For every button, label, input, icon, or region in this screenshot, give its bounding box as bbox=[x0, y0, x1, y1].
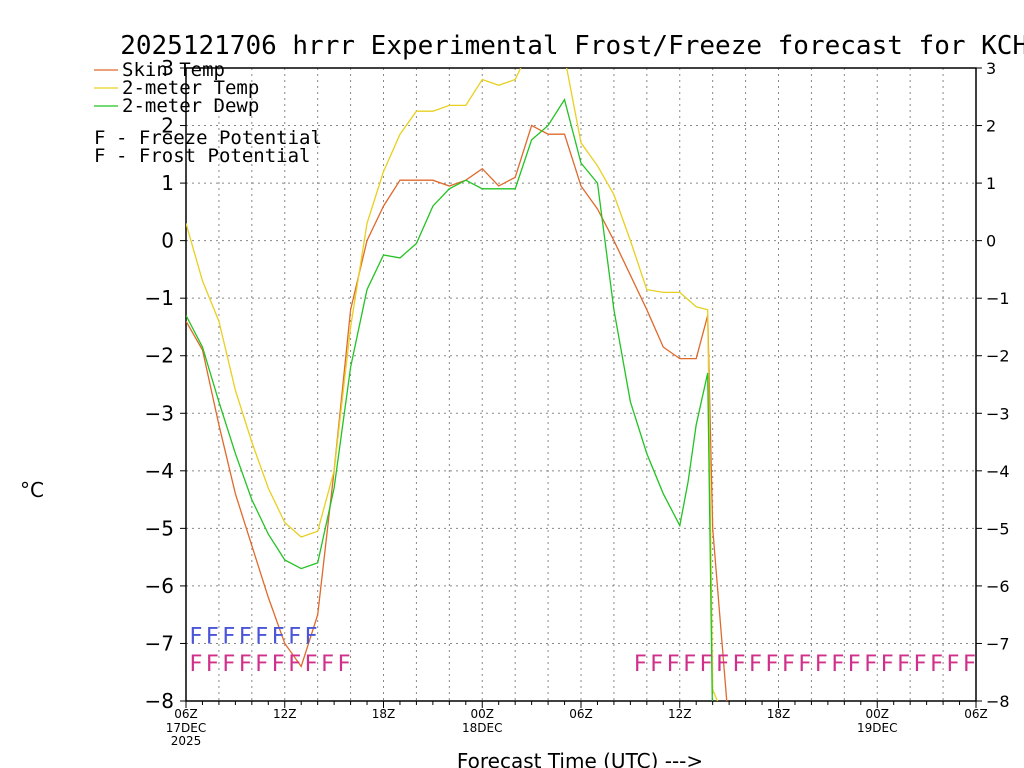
frost-marker: F bbox=[255, 624, 268, 649]
frost-marker: F bbox=[272, 624, 285, 649]
freeze-marker: F bbox=[683, 652, 696, 677]
freeze-marker: F bbox=[189, 652, 202, 677]
legend-marker-label: - Frost Potential bbox=[116, 145, 310, 167]
freeze-marker: F bbox=[650, 652, 663, 677]
freeze-marker: F bbox=[255, 652, 268, 677]
series-lines bbox=[186, 68, 728, 701]
frost-marker: F bbox=[189, 624, 202, 649]
x-tick-sublabel: 2025 bbox=[171, 734, 202, 748]
y-tick-label-right: 0 bbox=[986, 232, 996, 251]
freeze-marker: F bbox=[699, 652, 712, 677]
frost-marker: F bbox=[222, 624, 235, 649]
y-tick-label-right: −1 bbox=[986, 289, 1010, 308]
freeze-marker: F bbox=[272, 652, 285, 677]
y-tick-label-right: −4 bbox=[986, 462, 1010, 481]
y-axis-label: °C bbox=[20, 478, 44, 502]
freeze-marker: F bbox=[304, 652, 317, 677]
freeze-marker: F bbox=[815, 652, 828, 677]
y-tick-label-right: −2 bbox=[986, 347, 1010, 366]
y-tick-label: −1 bbox=[145, 286, 174, 310]
freeze-marker: F bbox=[337, 652, 350, 677]
frost-marker: F bbox=[288, 624, 301, 649]
frost-marker: F bbox=[239, 624, 252, 649]
y-axis-left: −8 −7 −6 −5 −4 −3 −2 −1 0 1 2 3 bbox=[145, 56, 186, 713]
chart-title: 2025121706 hrrr Experimental Frost/Freez… bbox=[120, 31, 1024, 61]
y-tick-label: −8 bbox=[145, 689, 174, 713]
legend-marker-symbol: F bbox=[94, 127, 105, 149]
x-tick-label: 06Z bbox=[174, 707, 198, 721]
y-tick-label: 3 bbox=[161, 56, 174, 80]
freeze-marker: F bbox=[667, 652, 680, 677]
freeze-marker: F bbox=[946, 652, 959, 677]
frost-marker: F bbox=[304, 624, 317, 649]
freeze-marker: F bbox=[239, 652, 252, 677]
x-tick-label: 12Z bbox=[668, 707, 692, 721]
series-2-meter-temp bbox=[186, 68, 719, 701]
y-tick-label: −3 bbox=[145, 401, 174, 425]
y-tick-label: 2 bbox=[161, 114, 174, 138]
y-tick-label: −6 bbox=[145, 574, 174, 598]
x-tick-label: 18Z bbox=[767, 707, 791, 721]
y-tick-label: 1 bbox=[161, 171, 174, 195]
y-tick-label: −2 bbox=[145, 344, 174, 368]
freeze-marker: F bbox=[880, 652, 893, 677]
y-tick-label-right: 2 bbox=[986, 117, 996, 136]
freeze-marker: F bbox=[930, 652, 943, 677]
freeze-marker: F bbox=[206, 652, 219, 677]
freeze-marker: F bbox=[765, 652, 778, 677]
freeze-marker: F bbox=[749, 652, 762, 677]
legend-marker-label: - Freeze Potential bbox=[116, 127, 322, 149]
y-tick-label: −4 bbox=[145, 459, 174, 483]
x-tick-label: 06Z bbox=[964, 707, 988, 721]
legend-label: 2-meter Dewp bbox=[122, 95, 259, 117]
y-tick-label: −5 bbox=[145, 516, 174, 540]
frost-marker: F bbox=[206, 624, 219, 649]
x-tick-sublabel: 18DEC bbox=[462, 721, 502, 735]
y-tick-label-right: −7 bbox=[986, 634, 1010, 653]
series-2-meter-dewp bbox=[186, 97, 713, 701]
x-axis-label: Forecast Time (UTC) ---> bbox=[457, 749, 703, 768]
freeze-marker: F bbox=[831, 652, 844, 677]
x-tick-label: 00Z bbox=[471, 707, 495, 721]
freeze-marker: F bbox=[897, 652, 910, 677]
freeze-marker: F bbox=[716, 652, 729, 677]
y-tick-label: −7 bbox=[145, 631, 174, 655]
x-tick-sublabel: 17DEC bbox=[166, 721, 206, 735]
x-tick-label: 06Z bbox=[569, 707, 593, 721]
y-tick-label-right: −5 bbox=[986, 519, 1010, 538]
legend-marker-symbol: F bbox=[94, 145, 105, 167]
x-tick-label: 18Z bbox=[372, 707, 396, 721]
freeze-marker: F bbox=[963, 652, 976, 677]
freeze-marker: F bbox=[782, 652, 795, 677]
freeze-marker: F bbox=[222, 652, 235, 677]
freeze-marker: F bbox=[732, 652, 745, 677]
y-tick-label-right: −6 bbox=[986, 577, 1010, 596]
freeze-marker: F bbox=[848, 652, 861, 677]
frost-freeze-markers: F F F F F F F FF F F F F F F F F F F F F F F F F F F F F F F F F F F F F F F bbox=[189, 624, 976, 677]
y-tick-label-right: 1 bbox=[986, 174, 996, 193]
y-tick-label-right: 3 bbox=[986, 59, 996, 78]
y-axis-right: −8 −7 −6 −5 −4 −3 −2 −1 0 1 2 3 bbox=[976, 59, 1010, 711]
freeze-marker: F bbox=[321, 652, 334, 677]
legend-label: Skin Temp bbox=[122, 59, 225, 81]
freeze-marker: F bbox=[864, 652, 877, 677]
x-tick-sublabel: 19DEC bbox=[857, 721, 897, 735]
freeze-marker: F bbox=[798, 652, 811, 677]
freeze-marker: F bbox=[288, 652, 301, 677]
x-tick-label: 00Z bbox=[866, 707, 890, 721]
freeze-marker: F bbox=[634, 652, 647, 677]
x-tick-label: 12Z bbox=[273, 707, 297, 721]
y-tick-label-right: −3 bbox=[986, 404, 1010, 423]
freeze-marker: F bbox=[913, 652, 926, 677]
legend-label: 2-meter Temp bbox=[122, 77, 259, 99]
y-tick-label: 0 bbox=[161, 229, 174, 253]
y-tick-label-right: −8 bbox=[986, 692, 1010, 711]
